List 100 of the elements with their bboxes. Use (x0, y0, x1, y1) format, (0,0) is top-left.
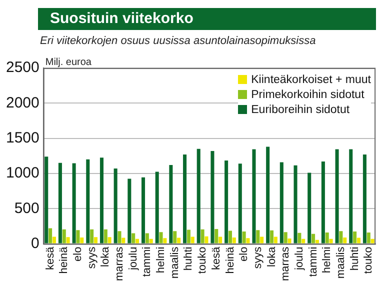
bar (108, 237, 112, 244)
bar (183, 154, 187, 244)
bar (190, 236, 194, 244)
bar (149, 238, 153, 244)
bar (284, 232, 288, 244)
x-tick-label: touko (196, 246, 209, 274)
x-tick-label: loka (100, 246, 112, 267)
x-tick-label: marras (280, 246, 292, 282)
bar (335, 149, 339, 244)
bar (329, 238, 333, 244)
bar (159, 232, 163, 244)
x-tick-label: huhti (182, 246, 195, 271)
bar (90, 229, 94, 244)
legend-label: Primekorkoihin sidotut (251, 88, 364, 100)
x-tick-label: kesä (210, 246, 222, 270)
bar (214, 229, 218, 244)
bar (58, 162, 62, 244)
bar (132, 233, 136, 244)
bar (356, 238, 360, 244)
bar (343, 237, 347, 244)
y-tick-label: 0 (31, 234, 40, 252)
bar (238, 164, 242, 244)
bar (173, 231, 177, 244)
bar (339, 231, 343, 244)
x-tick-label: huhti (348, 246, 361, 271)
x-tick-label: marras (114, 246, 126, 282)
bar (118, 231, 122, 244)
bar (362, 154, 366, 244)
bar (86, 159, 90, 244)
x-tick-label: loka (266, 246, 278, 267)
bar (312, 234, 316, 244)
y-tick-label: 500 (14, 200, 40, 217)
bar (177, 238, 181, 244)
bar (169, 165, 173, 244)
x-tick-label: heinä (224, 246, 236, 274)
chart-subtitle: Eri viitekorkojen osuus uusissa asuntolainasopimuksissa (40, 35, 316, 47)
bar (246, 238, 250, 244)
x-tick-label: touko (362, 246, 375, 274)
bar (122, 238, 126, 244)
bar (288, 238, 292, 244)
bar (210, 150, 214, 244)
y-axis-title: Milj. euroa (45, 56, 92, 68)
y-tick-label: 1000 (6, 164, 40, 182)
x-tick-label: heinä (58, 246, 70, 274)
bar (114, 168, 118, 244)
bar (204, 236, 208, 244)
bar (298, 232, 302, 244)
bar (274, 236, 278, 244)
x-tick-label: maalis (168, 246, 181, 279)
y-tick-label: 2000 (6, 94, 40, 112)
bar (349, 149, 353, 244)
bar (62, 229, 66, 244)
bar (280, 162, 284, 244)
bar (321, 162, 325, 244)
bar (232, 237, 236, 244)
legend-label: Euriboreihin sidotut (251, 104, 350, 116)
bar (218, 236, 222, 244)
bar (200, 229, 204, 244)
bar (141, 177, 146, 244)
bar (294, 165, 298, 244)
bar (145, 233, 149, 244)
y-tick-label: 1500 (6, 129, 40, 146)
bar (76, 230, 80, 244)
bar (256, 230, 260, 244)
bar (104, 229, 108, 244)
bar (163, 238, 167, 244)
x-tick-label: tammi (307, 246, 320, 277)
bar (224, 160, 228, 244)
bar (252, 149, 256, 244)
x-tick-label: helmi (321, 246, 334, 274)
bar (196, 148, 200, 244)
legend-label: Kiinteäkorkoiset + muut (251, 74, 371, 86)
bar (128, 178, 132, 244)
bar (44, 156, 48, 244)
bar (52, 236, 56, 244)
bar (325, 232, 329, 244)
bar (260, 236, 264, 244)
y-tick-label: 2500 (6, 59, 40, 76)
bar (155, 172, 159, 244)
bar (72, 163, 76, 244)
x-tick-label: joulu (127, 246, 140, 272)
bar (266, 146, 270, 244)
bar (315, 240, 319, 244)
bar (370, 238, 374, 244)
bar (135, 238, 140, 244)
x-tick-label: joulu (293, 246, 306, 272)
bar (80, 237, 84, 244)
bar (100, 158, 104, 244)
x-tick-label: kesä (44, 246, 56, 270)
bar (186, 230, 190, 244)
x-tick-label: elo (72, 246, 84, 262)
x-tick-label: syys (252, 246, 264, 269)
x-tick-label: maalis (334, 246, 347, 279)
bar (94, 237, 98, 244)
bar (48, 228, 52, 244)
chart-title: Suosituin viitekorko (38, 8, 376, 30)
bar (366, 232, 370, 244)
bar (353, 231, 357, 244)
x-tick-label: tammi (141, 246, 154, 277)
bar (302, 238, 306, 244)
